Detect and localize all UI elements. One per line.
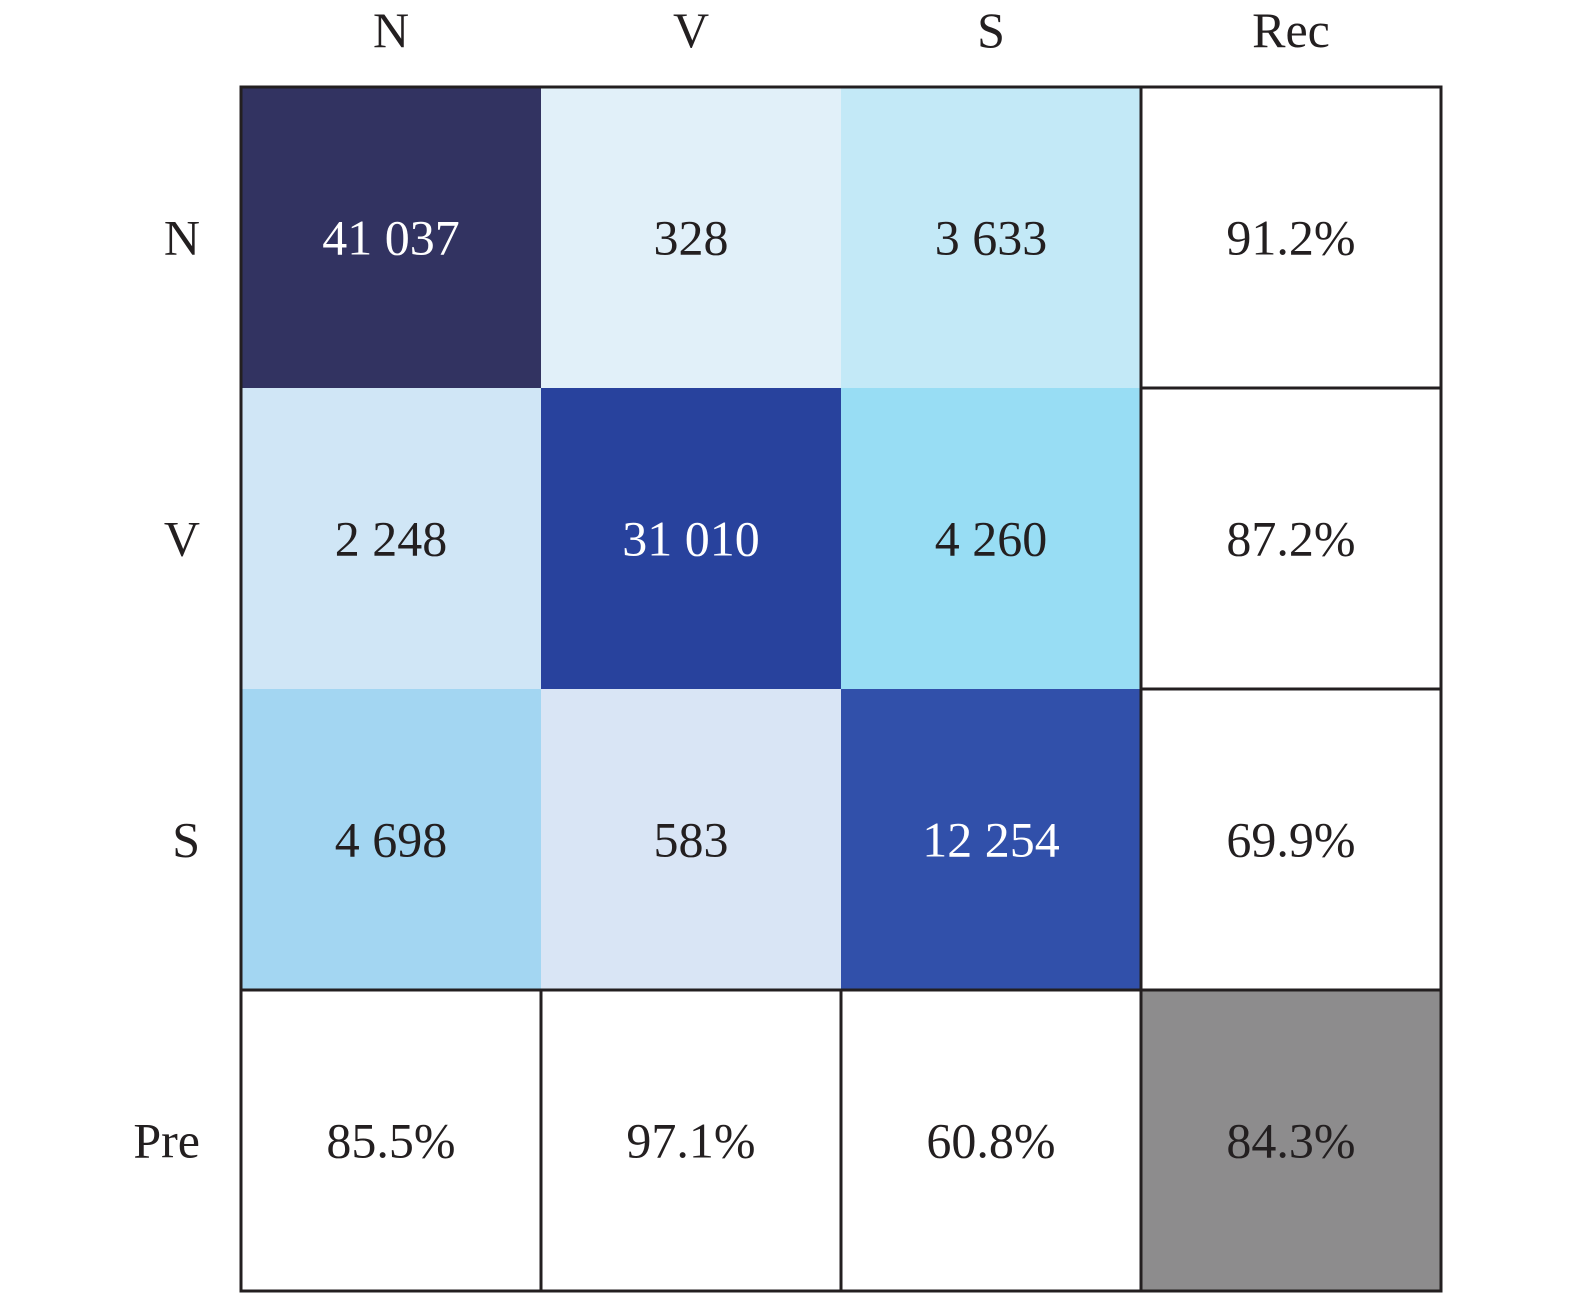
matrix-border (239, 85, 1143, 992)
column-header-n: N (373, 2, 409, 58)
heatmap-cell-v-n (241, 388, 541, 689)
precision-value-s: 60.8% (926, 1113, 1055, 1169)
precision-value-v: 97.1% (626, 1113, 755, 1169)
heatmap-cell-n-v (541, 87, 841, 388)
matrix-labels: 41 037 328 3 633 2 248 31 010 4 260 4 698 583 12… (133, 2, 1355, 1169)
recall-value-n: 91.2% (1226, 210, 1355, 266)
precision-cell-v (539, 988, 843, 1293)
matrix-cells (239, 85, 1443, 1293)
heatmap-cell-v-v (541, 388, 841, 689)
heatmap-cell-v-s (841, 388, 1141, 689)
cell-value-s-n: 4 698 (335, 812, 448, 868)
precision-cell-n (239, 988, 543, 1293)
column-header-v: V (673, 2, 709, 58)
heatmap-cell-s-n (241, 689, 541, 990)
cell-value-v-s: 4 260 (935, 511, 1048, 567)
column-header-rec: Rec (1252, 2, 1330, 58)
row-header-n: N (164, 210, 200, 266)
cell-value-v-n: 2 248 (335, 511, 448, 567)
heatmap-cell-n-n (241, 87, 541, 388)
precision-value-n: 85.5% (326, 1113, 455, 1169)
recall-cell-n (1139, 85, 1443, 390)
recall-cell-v (1139, 386, 1443, 691)
row-header-s: S (172, 812, 200, 868)
heatmap-cell-s-v (541, 689, 841, 990)
cell-value-s-s: 12 254 (922, 812, 1060, 868)
overall-accuracy-cell (1139, 988, 1443, 1293)
heatmap-cell-s-s (841, 689, 1141, 990)
cell-value-n-s: 3 633 (935, 210, 1048, 266)
recall-value-s: 69.9% (1226, 812, 1355, 868)
cell-value-s-v: 583 (654, 812, 729, 868)
row-header-v: V (164, 511, 200, 567)
heatmap-cell-n-s (841, 87, 1141, 388)
precision-cell-s (839, 988, 1143, 1293)
cell-value-n-n: 41 037 (322, 210, 460, 266)
row-header-pre: Pre (133, 1113, 200, 1169)
cell-value-v-v: 31 010 (622, 511, 760, 567)
recall-value-v: 87.2% (1226, 511, 1355, 567)
overall-accuracy-value: 84.3% (1226, 1113, 1355, 1169)
column-header-s: S (977, 2, 1005, 58)
cell-value-n-v: 328 (654, 210, 729, 266)
